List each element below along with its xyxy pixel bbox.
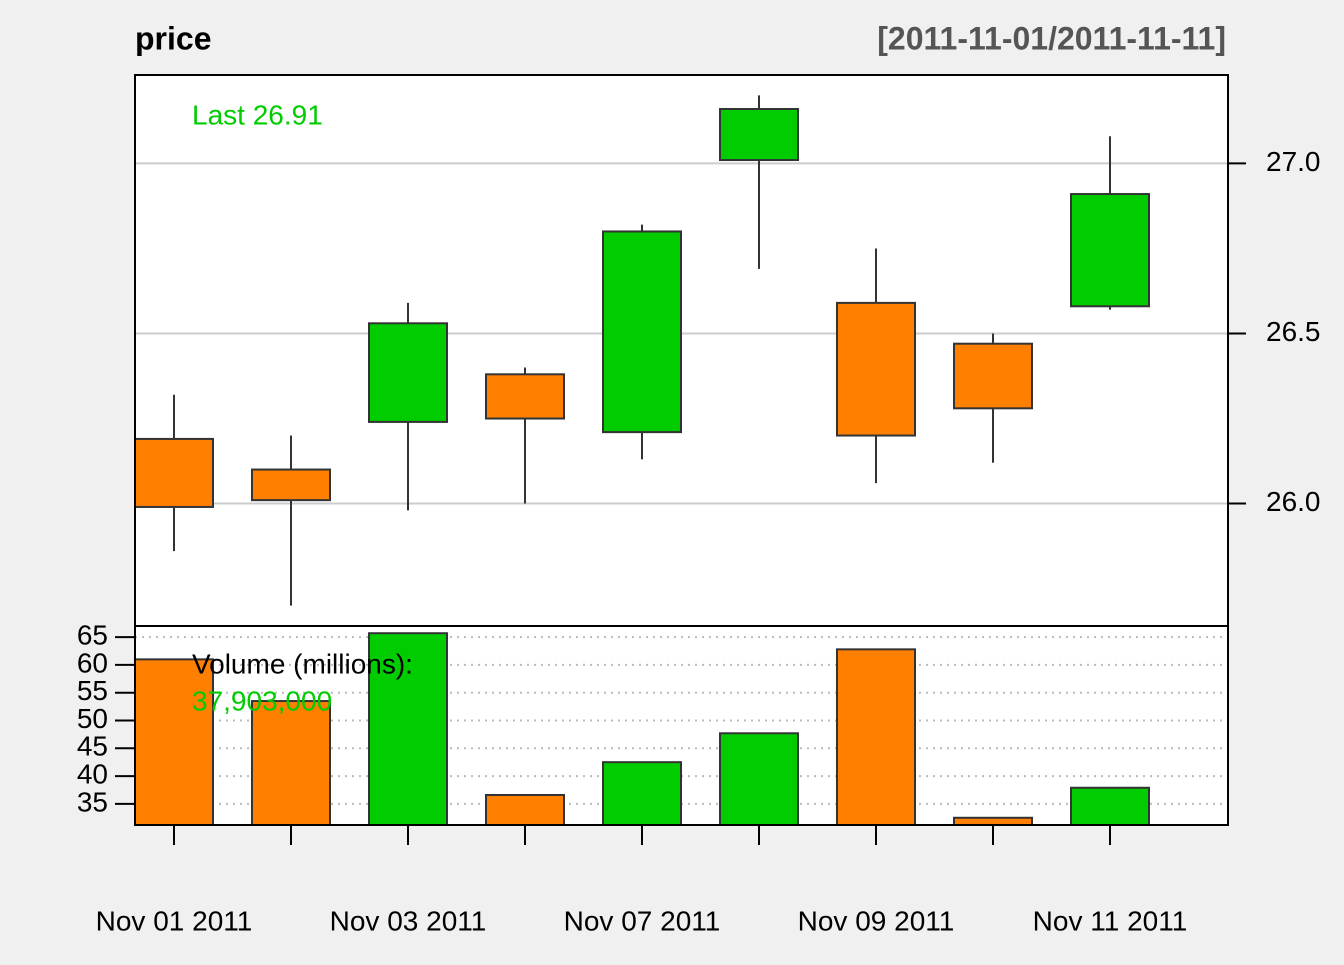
candle-body [485, 373, 565, 420]
volume-bar [368, 632, 448, 826]
chart-subtitle: [2011-11-01/2011-11-11] [877, 20, 1226, 56]
volume-bar [1070, 786, 1150, 826]
marks [134, 95, 1228, 826]
volume-label: Volume (millions): [192, 648, 413, 679]
y-tick-label: 26.0 [1266, 486, 1321, 517]
volume-bar [251, 700, 331, 826]
x-tick-label: Nov 03 2011 [330, 905, 487, 936]
volume-bar [134, 658, 214, 826]
candle-body [719, 108, 799, 162]
candle-body [134, 437, 214, 508]
volume-bar [485, 793, 565, 826]
y-tick-label: 45 [77, 731, 108, 762]
y-tick-label: 55 [77, 675, 108, 706]
volume-bar [602, 761, 682, 826]
volume-bar [953, 816, 1033, 826]
volume-frame [134, 625, 1229, 826]
candle-body [602, 230, 682, 434]
candle-body [1070, 193, 1150, 308]
candle-body [836, 301, 916, 437]
candle-body [251, 468, 331, 502]
last-price: Last 26.91 [192, 99, 323, 130]
volume-bar [719, 732, 799, 826]
candle-body [368, 322, 448, 423]
chart-title: price [135, 20, 211, 56]
x-tick-label: Nov 01 2011 [96, 905, 253, 936]
x-tick-label: Nov 07 2011 [564, 905, 721, 936]
volume-bar [836, 648, 916, 826]
x-tick-label: Nov 11 2011 [1033, 905, 1188, 936]
y-tick-label: 50 [77, 703, 108, 734]
y-tick-label: 60 [77, 647, 108, 678]
y-tick-label: 27.0 [1266, 146, 1321, 177]
candle-body [953, 342, 1033, 410]
y-tick-label: 26.5 [1266, 316, 1321, 347]
volume-last: 37,903,000 [192, 685, 332, 716]
x-tick-label: Nov 09 2011 [798, 905, 955, 936]
y-tick-label: 40 [77, 758, 108, 789]
y-tick-label: 65 [77, 620, 108, 651]
y-tick-label: 35 [77, 786, 108, 817]
